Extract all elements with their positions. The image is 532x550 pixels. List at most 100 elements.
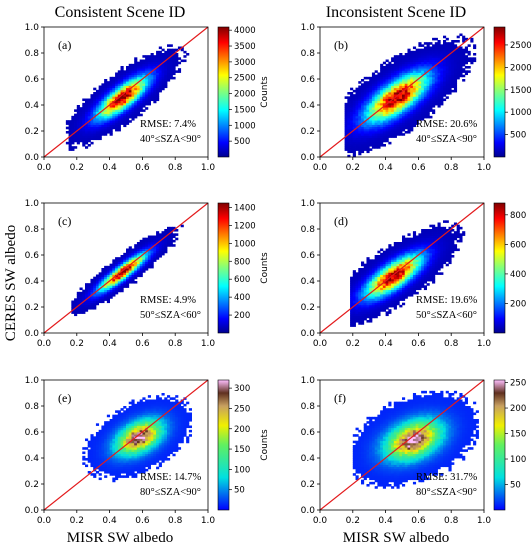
heatmap-cell xyxy=(344,141,348,145)
heatmap-cell xyxy=(139,68,143,71)
heatmap-cell xyxy=(393,252,397,256)
heatmap-cell xyxy=(139,102,143,106)
heatmap-cell xyxy=(426,53,430,56)
heatmap-cell xyxy=(366,281,370,284)
heatmap-cell xyxy=(136,406,141,409)
heatmap-cell xyxy=(445,42,449,45)
heatmap-cell xyxy=(79,298,83,301)
heatmap-cell xyxy=(158,447,162,450)
heatmap-cell xyxy=(112,94,116,97)
heatmap-cell xyxy=(164,458,168,461)
heatmap-cell xyxy=(391,72,395,76)
heatmap-cell xyxy=(434,257,438,260)
heatmap-cell xyxy=(147,55,151,58)
heatmap-cell xyxy=(134,425,138,429)
heatmap-cell xyxy=(90,281,94,284)
heatmap-cell xyxy=(418,63,422,67)
heatmap-cell xyxy=(382,131,386,134)
colorbar-tick-label: 1000 xyxy=(234,239,256,249)
heatmap-cell xyxy=(434,94,438,97)
heatmap-cell xyxy=(126,74,130,78)
heatmap-cell xyxy=(128,436,132,439)
heatmap-cell xyxy=(145,436,149,439)
heatmap-cell xyxy=(434,231,438,234)
heatmap-cell xyxy=(126,268,130,271)
heatmap-cell xyxy=(451,63,455,67)
heatmap-cell xyxy=(352,109,356,112)
heatmap-cell xyxy=(473,46,477,50)
heatmap-cell xyxy=(150,94,154,97)
heatmap-cell xyxy=(385,98,389,102)
heatmap-cell xyxy=(382,124,386,128)
heatmap-cell xyxy=(167,403,171,407)
heatmap-cell xyxy=(180,410,184,413)
heatmap-cell xyxy=(410,268,414,271)
heatmap-cell xyxy=(87,291,91,295)
heatmap-cell xyxy=(451,59,455,63)
heatmap-cell xyxy=(115,440,119,444)
heatmap-cell xyxy=(82,113,86,117)
heatmap-cell xyxy=(415,248,419,252)
panel-label: (b) xyxy=(334,38,348,52)
heatmap-cell xyxy=(136,105,141,108)
heatmap-cell xyxy=(98,135,102,138)
heatmap-cell xyxy=(404,59,408,63)
heatmap-cell xyxy=(437,89,441,93)
heatmap-cell xyxy=(126,410,130,413)
heatmap-cell xyxy=(363,307,367,310)
heatmap-cell xyxy=(355,300,359,304)
heatmap-cell xyxy=(82,289,86,293)
heatmap-cell xyxy=(95,124,100,128)
heatmap-cell xyxy=(139,76,143,80)
heatmap-cell xyxy=(432,96,436,99)
heatmap-cell xyxy=(128,63,132,67)
heatmap-cell xyxy=(106,429,110,433)
heatmap-cell xyxy=(142,94,146,97)
heatmap-cell xyxy=(412,118,417,121)
heatmap-cell xyxy=(98,122,102,125)
heatmap-cell xyxy=(82,291,86,295)
x-tick-label: 1.0 xyxy=(201,163,216,173)
heatmap-cell xyxy=(352,311,356,314)
heatmap-cell xyxy=(437,250,441,254)
heatmap-cell xyxy=(131,427,135,431)
heatmap-cell xyxy=(169,50,173,54)
heatmap-cell xyxy=(167,237,171,241)
heatmap-cell xyxy=(167,399,171,403)
heatmap-cell xyxy=(377,79,381,82)
heatmap-cell xyxy=(177,70,182,73)
heatmap-cell xyxy=(123,436,127,439)
heatmap-cell xyxy=(421,270,425,273)
heatmap-cell xyxy=(79,133,83,136)
heatmap-cell xyxy=(412,55,417,58)
heatmap-cell xyxy=(464,66,468,69)
heatmap-cell xyxy=(142,250,146,254)
heatmap-cell xyxy=(175,70,179,73)
heatmap-cell xyxy=(396,244,400,247)
heatmap-cell xyxy=(402,87,406,91)
heatmap-cell xyxy=(112,447,116,450)
heatmap-cell xyxy=(407,115,411,119)
heatmap-cell xyxy=(139,445,143,448)
heatmap-cell xyxy=(167,421,171,424)
heatmap-cell xyxy=(153,451,157,455)
heatmap-cell xyxy=(76,107,80,110)
heatmap-cell xyxy=(369,263,373,267)
heatmap-cell xyxy=(347,135,351,138)
colorbar-tick-label: 1200 xyxy=(234,221,256,231)
heatmap-cell xyxy=(355,92,359,95)
heatmap-cell xyxy=(147,257,151,260)
heatmap-cell xyxy=(79,304,83,308)
heatmap-cell xyxy=(123,79,127,82)
heatmap-cell xyxy=(126,96,130,99)
heatmap-cell xyxy=(366,85,370,89)
heatmap-cell xyxy=(109,471,113,474)
heatmap-cell xyxy=(120,423,124,426)
heatmap-cell xyxy=(153,436,157,439)
heatmap-cell xyxy=(90,462,94,465)
heatmap-cell xyxy=(382,85,386,89)
heatmap-cell xyxy=(374,146,378,149)
heatmap-cell xyxy=(415,109,419,112)
heatmap-cell xyxy=(358,128,362,132)
heatmap-cell xyxy=(161,231,165,234)
